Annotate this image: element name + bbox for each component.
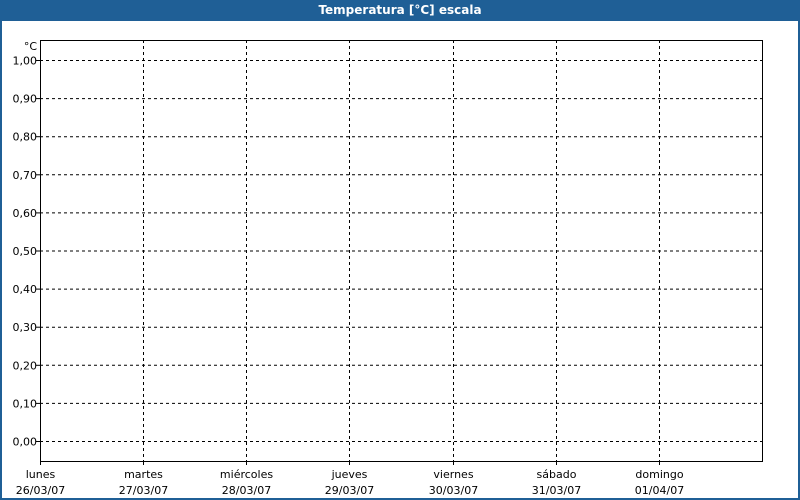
y-tick-label: 0,30	[13, 321, 38, 334]
x-tick-day: sábado	[537, 468, 577, 481]
chart-area	[2, 21, 798, 498]
x-tick-day: viernes	[433, 468, 473, 481]
x-tick-date: 26/03/07	[16, 484, 65, 497]
y-tick-label: 0,80	[13, 131, 38, 144]
window-title: Temperatura [°C] escala	[0, 0, 800, 20]
y-tick-label: 0,90	[13, 93, 38, 106]
x-tick-day: jueves	[331, 468, 368, 481]
y-tick-label: 0,20	[13, 359, 38, 372]
y-tick-label: 0,40	[13, 283, 38, 296]
x-tick-date: 31/03/07	[532, 484, 581, 497]
y-tick-label: 1,00	[13, 55, 38, 68]
x-tick-date: 01/04/07	[635, 484, 684, 497]
x-tick-day: lunes	[26, 468, 56, 481]
y-tick-label: 0,70	[13, 169, 38, 182]
x-tick-date: 30/03/07	[429, 484, 478, 497]
y-tick-label: 0,00	[13, 436, 38, 449]
x-tick-day: martes	[124, 468, 163, 481]
y-tick-label: 0,50	[13, 245, 38, 258]
plot-frame	[40, 40, 763, 462]
x-tick-date: 28/03/07	[222, 484, 271, 497]
x-tick-day: miércoles	[220, 468, 273, 481]
y-tick-label: 0,10	[13, 397, 38, 410]
y-axis-unit: °C	[24, 40, 38, 53]
x-tick-date: 27/03/07	[119, 484, 168, 497]
x-tick-date: 29/03/07	[325, 484, 374, 497]
x-tick-day: domingo	[635, 468, 683, 481]
y-tick-label: 0,60	[13, 207, 38, 220]
